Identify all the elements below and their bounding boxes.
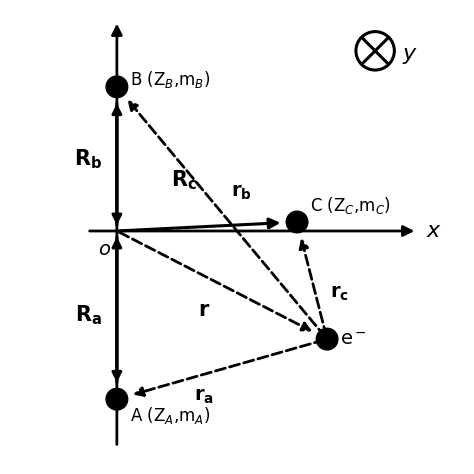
Text: e$^-$: e$^-$ — [340, 329, 367, 348]
Text: $\mathbf{R_a}$: $\mathbf{R_a}$ — [75, 303, 102, 327]
Text: $\mathbf{r_c}$: $\mathbf{r_c}$ — [330, 283, 349, 303]
Text: y: y — [402, 44, 415, 64]
Text: B (Z$_B$,m$_B$): B (Z$_B$,m$_B$) — [130, 69, 210, 90]
Text: $\mathbf{R_b}$: $\mathbf{R_b}$ — [74, 147, 102, 171]
Text: A (Z$_A$,m$_A$): A (Z$_A$,m$_A$) — [130, 405, 210, 426]
Circle shape — [106, 388, 128, 410]
Text: x: x — [426, 221, 439, 241]
Text: o: o — [98, 240, 109, 259]
Circle shape — [316, 328, 338, 350]
Text: $\mathbf{r}$: $\mathbf{r}$ — [198, 300, 210, 320]
Text: $\mathbf{r_a}$: $\mathbf{r_a}$ — [194, 387, 214, 406]
Circle shape — [286, 211, 308, 233]
Text: C (Z$_C$,m$_C$): C (Z$_C$,m$_C$) — [310, 195, 391, 216]
Text: $\mathbf{r_b}$: $\mathbf{r_b}$ — [231, 183, 252, 202]
Text: $\mathbf{R_c}$: $\mathbf{R_c}$ — [171, 168, 197, 192]
Circle shape — [106, 76, 128, 98]
